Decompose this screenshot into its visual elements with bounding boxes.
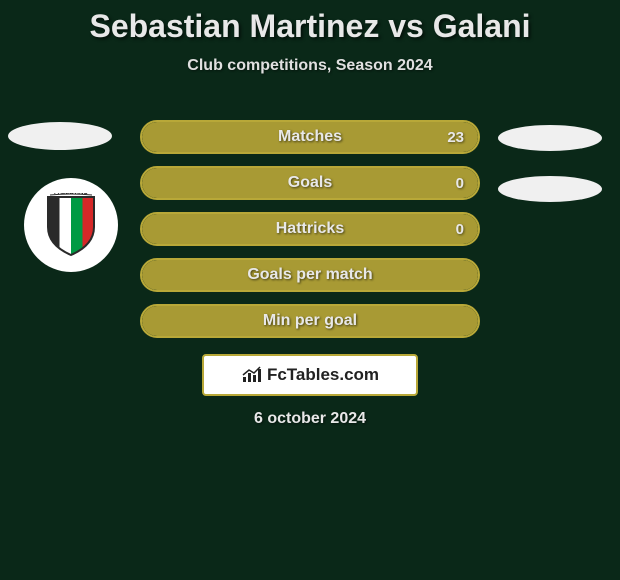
player1-club-badge: PALESTINO: [24, 178, 118, 272]
stat-value: 23: [447, 129, 464, 146]
stat-label: Goals: [142, 174, 478, 192]
badge-text: PALESTINO: [54, 193, 88, 196]
stat-row: Goals per match: [140, 258, 480, 292]
stat-row: Goals0: [140, 166, 480, 200]
chart-icon: [241, 366, 263, 384]
palestino-shield-icon: PALESTINO: [44, 193, 98, 257]
brand-box[interactable]: FcTables.com: [202, 354, 418, 396]
stats-container: Matches23Goals0Hattricks0Goals per match…: [140, 120, 480, 350]
stat-label: Goals per match: [142, 266, 478, 284]
player2-club-placeholder: [498, 176, 602, 202]
brand-text: FcTables.com: [267, 365, 379, 385]
stat-label: Matches: [142, 128, 478, 146]
stat-row: Min per goal: [140, 304, 480, 338]
date-label: 6 october 2024: [0, 410, 620, 428]
stat-row: Matches23: [140, 120, 480, 154]
page-subtitle: Club competitions, Season 2024: [0, 57, 620, 75]
player1-avatar-placeholder: [8, 122, 112, 150]
stat-value: 0: [456, 175, 464, 192]
stat-label: Hattricks: [142, 220, 478, 238]
stat-row: Hattricks0: [140, 212, 480, 246]
stat-label: Min per goal: [142, 312, 478, 330]
player2-avatar-placeholder: [498, 125, 602, 151]
stat-value: 0: [456, 221, 464, 238]
page-title: Sebastian Martinez vs Galani: [0, 0, 620, 45]
